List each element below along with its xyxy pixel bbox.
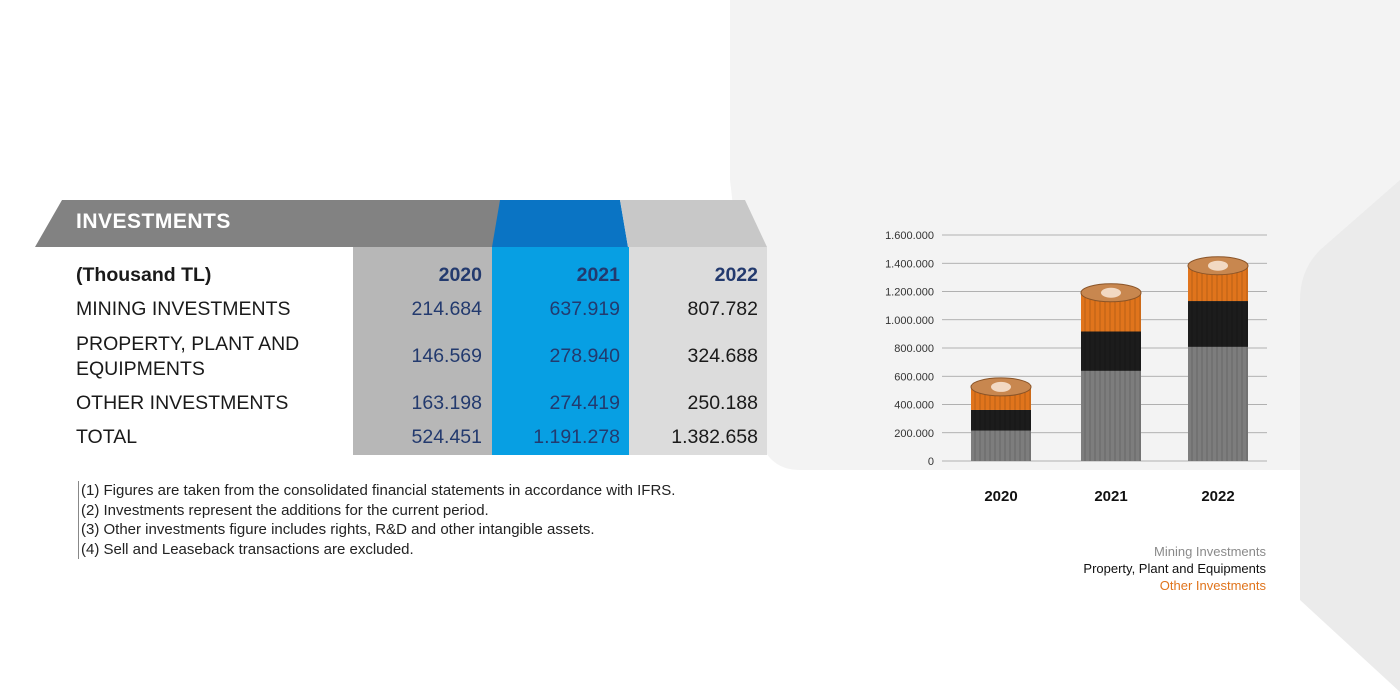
bar-segment — [1188, 346, 1248, 461]
footnote-4: (4) Sell and Leaseback transactions are … — [81, 540, 414, 558]
bar-top-core — [1101, 287, 1121, 298]
y-tick-label: 0 — [928, 456, 934, 468]
cell-mining-2021: 637.919 — [549, 298, 621, 320]
footnote-3: (3) Other investments figure includes ri… — [81, 521, 595, 538]
legend-other: Other Investments — [1159, 578, 1266, 593]
cell-other-2022: 250.188 — [687, 392, 759, 414]
bar-segment — [1081, 370, 1141, 461]
x-category-label: 2022 — [1201, 488, 1234, 505]
footnote-2: (2) Investments represent the additions … — [81, 501, 489, 519]
row-label-other: OTHER INVESTMENTS — [76, 392, 289, 414]
footnote-1: (1) Figures are taken from the consolida… — [81, 482, 676, 499]
bar-segment — [971, 409, 1031, 431]
bar-top-core — [991, 381, 1011, 392]
legend-mining: Mining Investments — [1154, 544, 1266, 559]
cell-total-2020: 524.451 — [411, 426, 483, 448]
y-tick-label: 600.000 — [894, 371, 934, 383]
year-header-2022: 2022 — [714, 264, 758, 286]
cell-other-2020: 163.198 — [411, 392, 483, 414]
row-label-ppe-line1: PROPERTY, PLANT AND — [76, 333, 300, 355]
year-header-2020: 2020 — [438, 264, 482, 286]
bar-segment — [1081, 331, 1141, 371]
cell-total-2022: 1.382.658 — [671, 426, 758, 448]
row-label-total: TOTAL — [76, 426, 138, 448]
y-tick-label: 1.000.000 — [885, 315, 934, 327]
year-header-2021: 2021 — [576, 264, 620, 286]
column-2020-bg — [353, 247, 492, 455]
cell-ppe-2020: 146.569 — [411, 345, 483, 367]
y-tick-label: 800.000 — [894, 343, 934, 355]
cell-mining-2022: 807.782 — [687, 298, 759, 320]
cell-mining-2020: 214.684 — [411, 298, 483, 320]
section-title: INVESTMENTS — [76, 210, 231, 233]
cell-ppe-2022: 324.688 — [687, 345, 759, 367]
bar-segment — [1188, 301, 1248, 347]
footnotes: (1) Figures are taken from the consolida… — [78, 481, 675, 559]
unit-label: (Thousand TL) — [76, 264, 212, 286]
y-tick-label: 1.200.000 — [885, 287, 934, 299]
cell-total-2021: 1.191.278 — [533, 426, 620, 448]
row-label-ppe-line2: EQUIPMENTS — [76, 358, 205, 380]
x-category-label: 2020 — [984, 488, 1017, 505]
row-label-mining: MINING INVESTMENTS — [76, 298, 291, 320]
y-tick-label: 1.400.000 — [885, 258, 934, 270]
y-tick-label: 400.000 — [894, 400, 934, 412]
y-tick-label: 200.000 — [894, 428, 934, 440]
bar-segment — [971, 430, 1031, 461]
y-tick-label: 1.600.000 — [885, 230, 934, 242]
investments-chart: 0 200.000 400.000 600.000 800.000 1.000.000 1.… — [885, 230, 1267, 505]
column-2021-bg — [492, 247, 629, 455]
chart-legend: Mining Investments Property, Plant and E… — [1083, 543, 1266, 594]
cell-ppe-2021: 278.940 — [549, 345, 621, 367]
legend-ppe: Property, Plant and Equipments — [1083, 561, 1266, 576]
x-category-label: 2021 — [1094, 488, 1127, 505]
column-2022-bg — [629, 247, 767, 455]
cell-other-2021: 274.419 — [549, 392, 621, 414]
bar-top-core — [1208, 260, 1228, 271]
